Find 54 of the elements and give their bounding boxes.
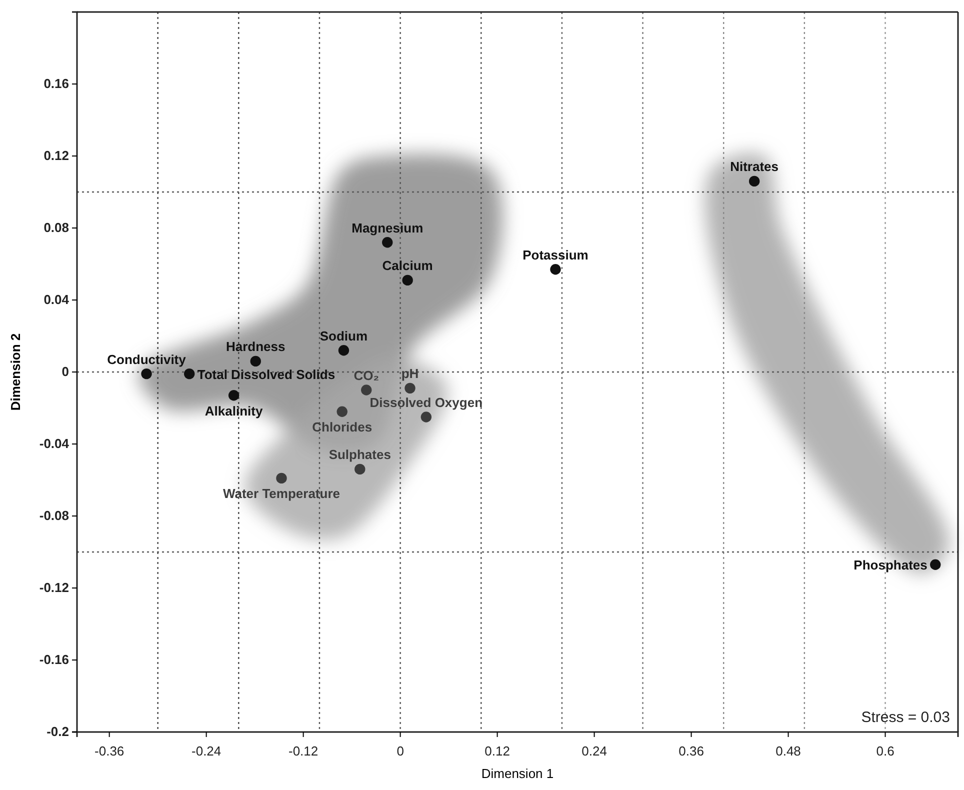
annotation: Hardness [226, 339, 286, 354]
point [276, 472, 287, 484]
point [361, 384, 372, 396]
y-tick-label: -0.16 [39, 652, 69, 668]
annotation: CO₂ [354, 368, 380, 383]
point [550, 264, 561, 275]
annotation: Phosphates [854, 558, 928, 573]
annotation: pH [401, 366, 419, 382]
x-tick-label: 0.48 [776, 744, 801, 759]
x-tick-label: -0.12 [288, 744, 318, 759]
point [402, 274, 413, 286]
annotation: Conductivity [107, 352, 187, 367]
point [228, 390, 240, 401]
y-tick-label: 0.16 [44, 76, 69, 92]
x-tick-label: -0.24 [192, 744, 222, 759]
y-tick-label: -0.12 [39, 580, 69, 596]
point [748, 176, 760, 187]
point [338, 345, 350, 356]
annotation: Magnesium [352, 220, 424, 236]
x-tick-label: 0.36 [678, 744, 704, 759]
point [354, 464, 366, 475]
point [141, 368, 152, 380]
y-tick-label: 0.04 [44, 292, 70, 308]
x-tick-label: 0.24 [582, 744, 607, 759]
y-tick-label: -0.04 [39, 436, 70, 452]
annotation: Alkalinity [204, 403, 264, 418]
x-tick-label: 0.12 [484, 744, 510, 759]
y-tick-label: 0.12 [44, 148, 69, 164]
y-tick-label: 0 [62, 364, 69, 380]
annotation: Calcium [382, 258, 433, 274]
annotation: Water Temperature [222, 486, 340, 502]
point [420, 412, 432, 422]
point [930, 559, 941, 570]
annotation: Stress = 0.03 [861, 709, 950, 726]
annotation: Sulphates [328, 447, 391, 462]
annotation: Sodium [320, 328, 368, 344]
point [184, 368, 195, 380]
y-tick-label: 0.08 [44, 220, 69, 236]
y-axis-title: Dimension 2 [8, 333, 23, 411]
point [336, 406, 348, 417]
annotation: Potassium [522, 247, 588, 262]
point [382, 237, 393, 248]
annotation: Nitrates [730, 159, 779, 174]
annotation: Chlorides [312, 420, 372, 435]
y-tick-label: -0.08 [39, 508, 69, 524]
point [250, 356, 261, 367]
annotation: Total Dissolved Solids [197, 366, 336, 382]
x-tick-label: 0.6 [876, 744, 894, 759]
x-tick-label: -0.36 [94, 744, 124, 759]
y-tick-label: -0.2 [46, 724, 69, 740]
x-tick-label: 0 [396, 744, 404, 759]
x-axis-title: Dimension 1 [481, 766, 554, 781]
annotation: Dissolved Oxygen [370, 395, 483, 410]
point [404, 382, 416, 394]
